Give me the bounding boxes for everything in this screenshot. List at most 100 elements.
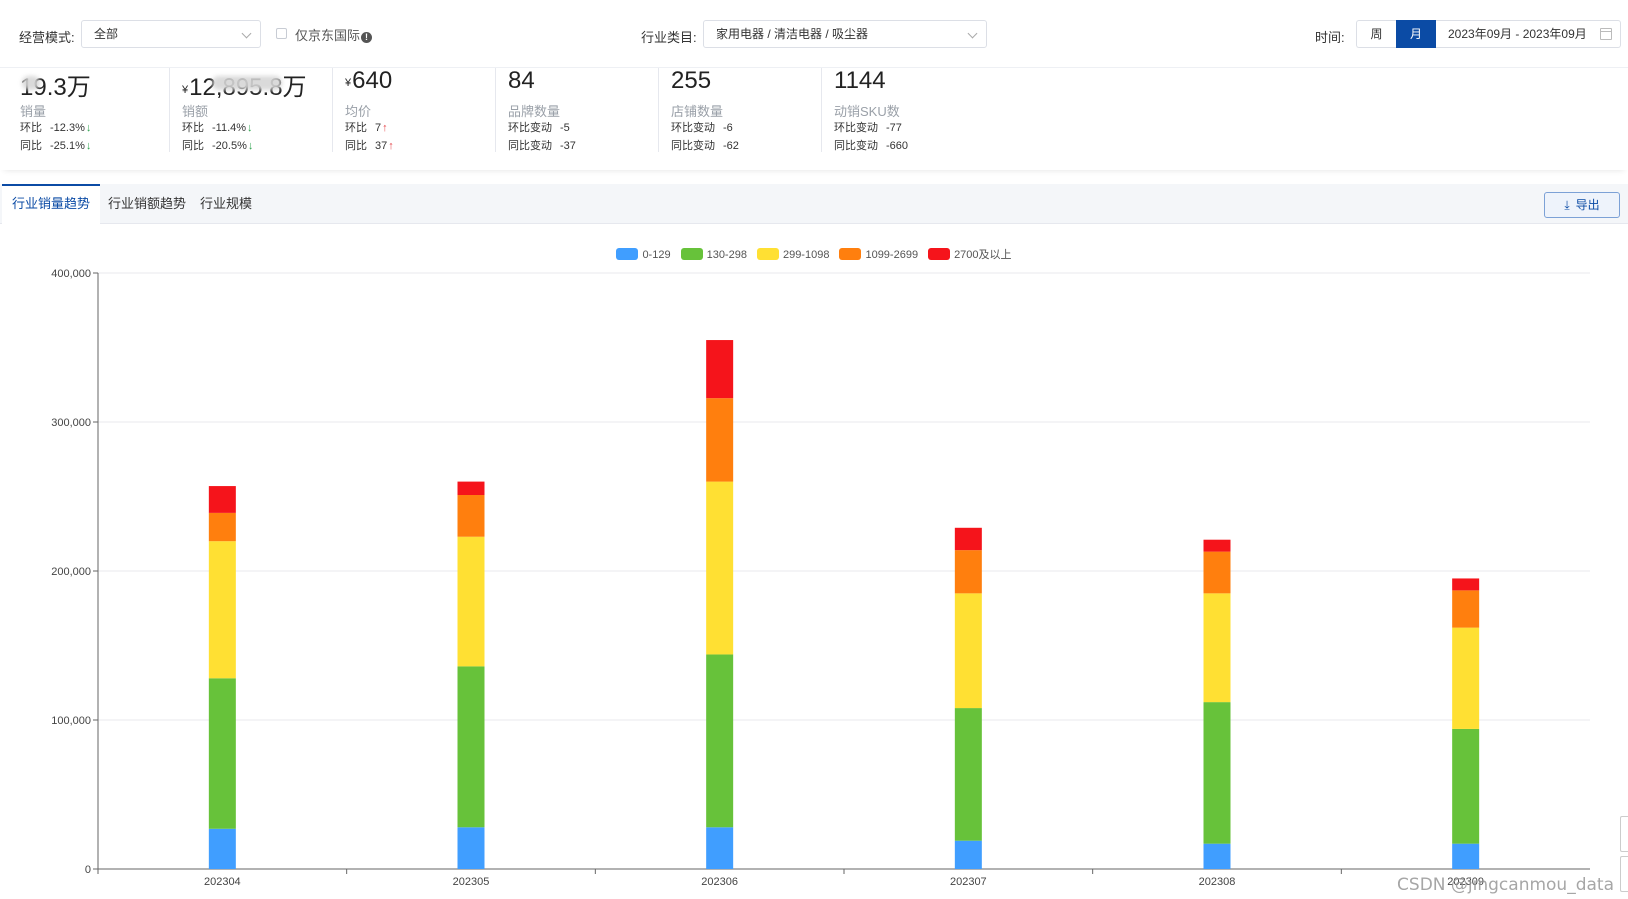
bar-segment — [1452, 627, 1480, 729]
legend-label: 2700及以上 — [954, 249, 1012, 261]
kpi-value: ¥640 — [345, 67, 393, 94]
export-label: 导出 — [1575, 198, 1600, 212]
kpi-divider — [169, 68, 170, 152]
kpi-divider — [658, 68, 659, 152]
chevron-down-icon — [967, 28, 978, 39]
chart-tabs: 行业销量趋势 行业销额趋势 行业规模 ⤓ 导出 — [0, 184, 1628, 224]
legend-swatch — [616, 248, 639, 260]
category-select[interactable]: 家用电器 / 清洁电器 / 吸尘器 — [703, 20, 987, 48]
bar-segment — [954, 708, 982, 841]
bar-segment — [1203, 843, 1231, 869]
kpi-mom-row: 环比 -12.3%↓ — [20, 122, 92, 134]
bar-segment — [1203, 551, 1231, 594]
bar-segment — [208, 828, 236, 869]
bar-segment — [1452, 728, 1480, 844]
bar-segment — [1203, 702, 1231, 844]
legend-item[interactable]: 299-1098 — [756, 248, 830, 261]
x-tick-label: 202305 — [453, 876, 490, 888]
arrow-down-icon: ↓ — [85, 140, 92, 152]
export-button[interactable]: ⤓ 导出 — [1544, 192, 1620, 218]
kpi-avg-price: ¥640 均价环比 7↑ 同比 37↑ — [345, 67, 495, 154]
bar-segment — [706, 654, 734, 828]
kpi-name: 品牌数量 — [508, 104, 561, 119]
time-label: 时间: — [1315, 30, 1345, 45]
kpi-yoy-row: 同比 37↑ — [345, 140, 394, 152]
kpi-divider — [332, 68, 333, 152]
legend-item[interactable]: 0-129 — [616, 248, 671, 261]
bar-segment — [954, 550, 982, 594]
legend-item[interactable]: 1099-2699 — [839, 248, 918, 261]
kpi-yoy-row: 同比变动 -660 — [834, 140, 909, 152]
legend-label: 1099-2699 — [865, 249, 919, 261]
kpi-mom-row: 环比变动 -5 — [508, 122, 570, 134]
period-month-button[interactable]: 月 — [1396, 20, 1436, 48]
arrow-down-icon: ↓ — [85, 122, 92, 134]
date-range-picker[interactable]: 2023年09月 - 2023年09月 — [1436, 20, 1621, 48]
bar-segment — [954, 527, 982, 551]
mode-select-value: 全部 — [94, 27, 119, 41]
kpi-value: 84 — [508, 67, 535, 94]
legend-item[interactable]: 2700及以上 — [928, 246, 1012, 262]
chevron-down-icon — [241, 28, 252, 39]
jd-intl-label[interactable]: 仅京东国际! — [295, 25, 373, 44]
bar-segment — [208, 678, 236, 829]
side-widget[interactable] — [1620, 856, 1628, 892]
filter-bar: 经营模式: 全部 仅京东国际! 行业类目: 家用电器 / 清洁电器 / 吸尘器 … — [0, 0, 1628, 68]
date-range-value: 2023年09月 - 2023年09月 — [1448, 27, 1587, 41]
legend-label: 0-129 — [642, 249, 671, 261]
kpi-name: 动销SKU数 — [834, 104, 900, 119]
bar-segment — [1203, 593, 1231, 703]
legend-label: 130-298 — [706, 249, 747, 261]
kpi-brand-count: 84 品牌数量 环比变动 -5 同比变动 -37 — [508, 67, 658, 154]
stacked-bar-chart: 0-129 130-298 299-1098 1099-2699 2700及以上 0 10… — [0, 230, 1628, 899]
bar-segment — [1452, 843, 1480, 869]
tab-sales-amount-trend[interactable]: 行业销额趋势 — [108, 196, 187, 211]
x-tick-label: 202309 — [1447, 876, 1484, 888]
legend-swatch — [839, 248, 862, 260]
jd-intl-checkbox[interactable] — [276, 28, 287, 39]
info-icon[interactable]: ! — [361, 32, 373, 43]
bar-segment — [1452, 578, 1480, 591]
bar-segment — [706, 827, 734, 869]
mode-select[interactable]: 全部 — [81, 20, 261, 48]
watermark: CSDN @jingcanmou_data — [1397, 875, 1614, 895]
kpi-mom-row: 环比 7↑ — [345, 122, 388, 134]
x-tick-label: 202308 — [1199, 876, 1236, 888]
arrow-up-icon: ↑ — [382, 122, 388, 134]
y-tick-label: 100,000 — [51, 715, 91, 727]
side-widget[interactable] — [1620, 816, 1628, 852]
x-tick-label: 202307 — [950, 876, 987, 888]
kpi-value: 1144 — [834, 67, 886, 94]
bar-segment — [954, 593, 982, 709]
kpi-name: 店铺数量 — [671, 104, 724, 119]
download-icon: ⤓ — [1564, 198, 1570, 212]
bar-segment — [457, 827, 485, 869]
kpi-mom-row: 环比变动 -6 — [671, 122, 733, 134]
period-week-button[interactable]: 周 — [1356, 20, 1396, 48]
arrow-down-icon: ↓ — [247, 122, 253, 134]
bar-segment — [208, 486, 236, 513]
bar-segment — [1203, 539, 1231, 552]
y-tick-label: 400,000 — [51, 268, 91, 280]
privacy-blur — [212, 76, 282, 90]
y-tick-label: 200,000 — [51, 566, 91, 578]
legend-swatch — [928, 248, 951, 260]
bar-segment — [457, 481, 485, 496]
legend-item[interactable]: 130-298 — [680, 248, 747, 261]
bar-segment — [457, 495, 485, 537]
kpi-mom-row: 环比变动 -77 — [834, 122, 902, 134]
category-select-value: 家用电器 / 清洁电器 / 吸尘器 — [716, 27, 869, 41]
arrow-down-icon: ↓ — [247, 140, 254, 152]
bar-segment — [954, 840, 982, 869]
currency-symbol: ¥ — [182, 84, 189, 96]
bar-segment — [457, 666, 485, 828]
kpi-name: 销额 — [182, 104, 209, 119]
bar-segment — [706, 340, 734, 399]
kpi-divider — [495, 68, 496, 152]
tab-industry-scale[interactable]: 行业规模 — [200, 196, 253, 211]
y-tick-label: 300,000 — [51, 417, 91, 429]
privacy-blur — [22, 76, 40, 90]
legend-label: 299-1098 — [782, 249, 830, 261]
tab-sales-volume-trend[interactable]: 行业销量趋势 — [2, 184, 101, 224]
kpi-name: 均价 — [345, 104, 372, 119]
